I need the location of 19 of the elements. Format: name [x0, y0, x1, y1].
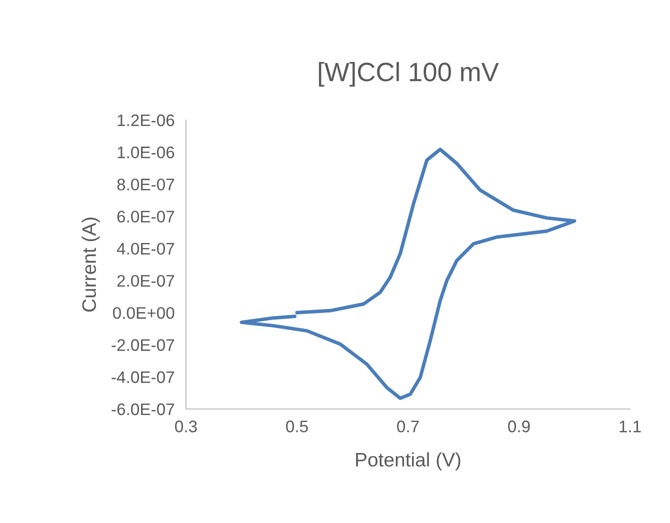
y-tick-label: 4.0E-07 [116, 242, 174, 255]
y-tick-label: 8.0E-07 [117, 178, 174, 190]
y-tick-label: 2.0E-07 [117, 274, 174, 287]
x-tick-label: 0.7 [397, 420, 419, 432]
y-axis-title: Current (A) [82, 218, 100, 312]
line-series [240, 148, 576, 400]
chart-title: [W]CCl 100 mV [318, 62, 499, 87]
y-tick-label: -6.0E-07 [112, 403, 174, 416]
x-tick-label: 0.5 [286, 420, 308, 432]
x-tick-label: 0.3 [175, 420, 197, 432]
y-tick-label: -2.0E-07 [112, 339, 174, 351]
y-tick-label: 6.0E-07 [117, 210, 174, 223]
y-tick-label: -4.0E-07 [112, 371, 174, 384]
y-tick-label: 1.2E-06 [118, 114, 174, 126]
x-tick-label: 0.9 [508, 420, 530, 432]
y-tick-label: 1.0E-06 [118, 146, 174, 158]
x-axis-title: Potential (V) [356, 452, 460, 470]
y-tick-label: 0.0E+00 [112, 307, 174, 319]
x-tick-label: 1.1 [620, 420, 641, 432]
